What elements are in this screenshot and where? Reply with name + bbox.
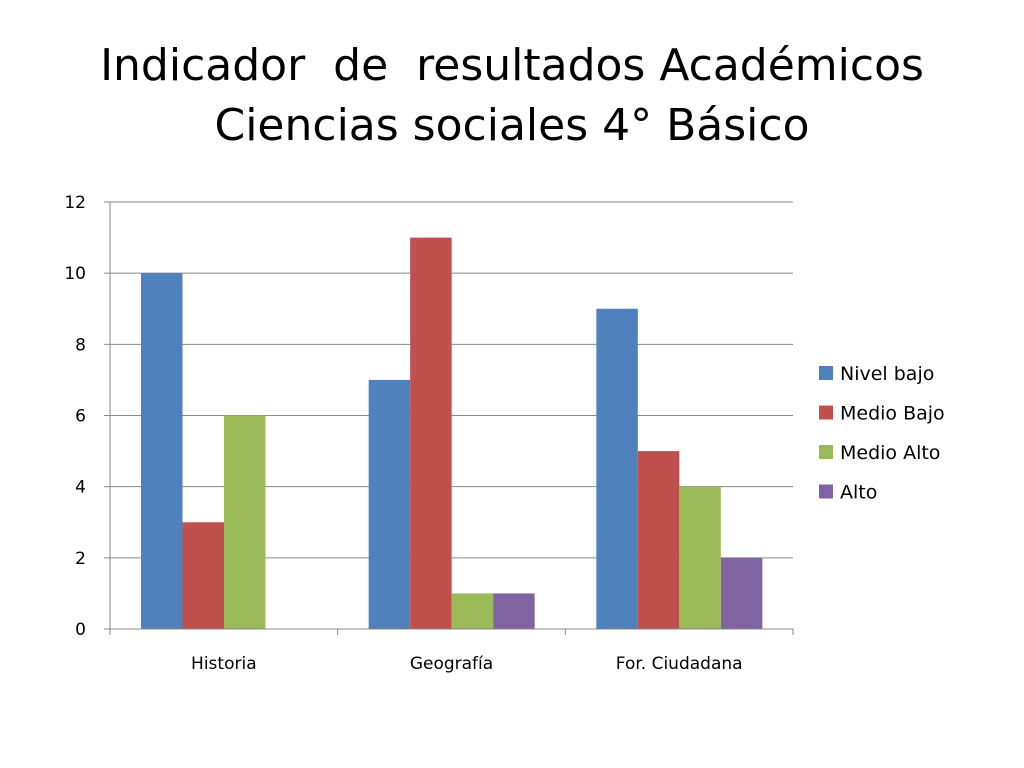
legend-item: Medio Bajo bbox=[819, 403, 945, 425]
y-tick-label: 2 bbox=[75, 549, 86, 569]
bar-nivel-bajo-3 bbox=[596, 308, 638, 629]
y-tick-label: 12 bbox=[64, 193, 86, 213]
bar-nivel-bajo-1 bbox=[141, 273, 183, 629]
bar-medio-bajo-3 bbox=[637, 451, 680, 629]
legend-label: Nivel bajo bbox=[840, 363, 934, 385]
bar-nivel-bajo-2 bbox=[368, 379, 411, 629]
x-category-label: Historia bbox=[191, 654, 257, 674]
legend-swatch bbox=[819, 484, 833, 499]
legend-item: Nivel bajo bbox=[819, 363, 934, 385]
y-tick-label: 4 bbox=[75, 478, 86, 498]
y-tick-label: 8 bbox=[75, 335, 86, 355]
legend-label: Medio Bajo bbox=[840, 403, 945, 425]
y-tick-label: 10 bbox=[64, 264, 86, 284]
x-category-label: Geografía bbox=[410, 654, 493, 674]
bar-medio-bajo-2 bbox=[410, 237, 452, 630]
axes: 0 2 4 6 8 10 12 Historia Geografía For. Ciudadana bbox=[64, 193, 794, 674]
legend-swatch bbox=[819, 445, 833, 459]
chart-title: Indicador de resultados Académicos Cienc… bbox=[0, 36, 1024, 156]
bar-alto-3 bbox=[720, 557, 763, 629]
x-category-label: For. Ciudadana bbox=[616, 654, 743, 674]
bar-medio-alto-1 bbox=[224, 415, 266, 629]
y-tick-label: 0 bbox=[75, 620, 86, 640]
bar-medio-alto-2 bbox=[451, 593, 494, 629]
bars bbox=[141, 237, 763, 630]
legend-item: Medio Alto bbox=[819, 442, 940, 464]
legend-label: Medio Alto bbox=[840, 442, 940, 464]
legend-swatch bbox=[819, 366, 833, 380]
legend-item: Alto bbox=[819, 482, 877, 504]
chart-title-line-1: Indicador de resultados Académicos bbox=[100, 40, 924, 91]
y-tick-label: 6 bbox=[75, 407, 86, 427]
bar-medio-alto-3 bbox=[679, 486, 721, 629]
chart-title-line-2: Ciencias sociales 4° Básico bbox=[214, 100, 810, 151]
legend-label: Alto bbox=[840, 482, 877, 504]
bar-alto-2 bbox=[493, 593, 535, 629]
bar-medio-bajo-1 bbox=[182, 522, 224, 629]
legend: Nivel bajo Medio Bajo Medio Alto Alto bbox=[819, 363, 945, 504]
legend-swatch bbox=[819, 405, 833, 420]
